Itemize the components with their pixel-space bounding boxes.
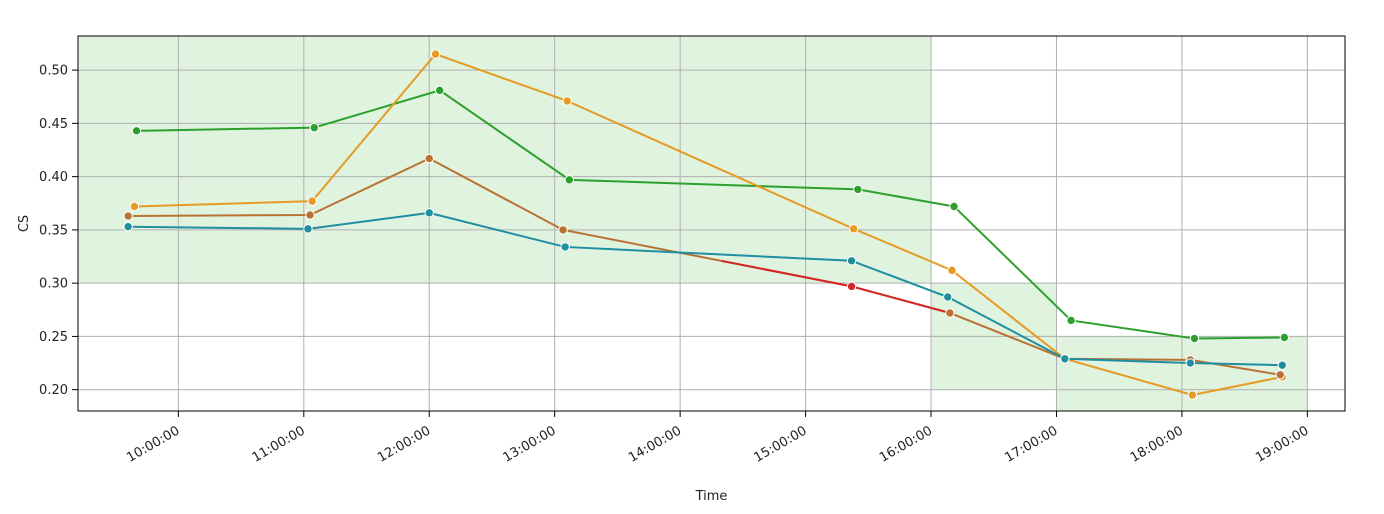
y-axis-label: CS: [17, 215, 32, 232]
series-1-point: [129, 201, 140, 212]
y-tick-label: 0.30: [39, 277, 68, 292]
series-2-point: [846, 281, 857, 292]
x-tick-label: 15:00:00: [752, 423, 810, 465]
y-axis-ticks: 0.20 0.25 0.30 0.35 0.40 0.45 0.50: [39, 64, 78, 398]
x-tick-label: 14:00:00: [626, 423, 684, 465]
plot-frame: [77, 35, 1346, 412]
series-0-point: [853, 184, 863, 195]
x-tick-label: 18:00:00: [1128, 423, 1186, 465]
y-tick-label: 0.45: [39, 117, 68, 132]
y-tick-label: 0.25: [39, 330, 68, 345]
series-1-point: [562, 96, 572, 106]
series-2-point: [123, 211, 133, 221]
series-1-point: [848, 224, 859, 234]
series-0-point: [131, 126, 142, 136]
series-1-point: [1187, 390, 1198, 400]
x-tick-label: 13:00:00: [501, 423, 559, 465]
series-0-point: [564, 175, 575, 185]
series-0-point: [1189, 333, 1200, 344]
series-0-point: [1279, 332, 1290, 343]
series-0-point: [309, 122, 319, 133]
series-3-point: [560, 242, 570, 252]
series-3-point: [123, 221, 133, 232]
y-tick-label: 0.35: [39, 223, 68, 238]
x-axis-ticks: 10:00:00 11:00:00 12:00:00 13:00:00 14:00:00…: [124, 411, 1311, 466]
shaded-region-0: [78, 36, 932, 284]
series-2-point: [424, 153, 434, 164]
series-markers: [123, 49, 1290, 400]
x-axis-label: Time: [695, 489, 728, 504]
series-3-point: [1185, 358, 1195, 368]
series-2-point: [305, 210, 315, 220]
y-tick-label: 0.20: [39, 383, 68, 398]
x-tick-label: 16:00:00: [877, 423, 935, 465]
series-line-2-highlight: [851, 285, 951, 314]
y-tick-label: 0.40: [39, 170, 68, 185]
series-1-point: [947, 265, 957, 276]
series-3-point: [303, 224, 313, 234]
series-1-point: [307, 196, 317, 206]
series-1-point: [430, 49, 441, 59]
x-tick-label: 10:00:00: [124, 423, 182, 465]
shaded-regions: [78, 36, 1308, 411]
x-tick-label: 12:00:00: [375, 423, 433, 465]
series-0-point: [1066, 315, 1076, 326]
series-3-point: [424, 208, 434, 218]
series-2-point: [1275, 370, 1285, 380]
x-tick-label: 19:00:00: [1253, 423, 1311, 465]
series-3-point: [1277, 360, 1287, 370]
x-tick-label: 11:00:00: [250, 423, 308, 465]
y-tick-label: 0.50: [39, 64, 68, 79]
series-0-point: [949, 201, 959, 212]
series-3-point: [1060, 354, 1070, 364]
series-line-2-highlight: [721, 259, 852, 288]
series-0-point: [435, 85, 445, 96]
series-3-point: [846, 256, 857, 266]
x-tick-label: 17:00:00: [1002, 423, 1060, 465]
series-2-point: [558, 225, 568, 235]
series-3-point: [943, 292, 953, 302]
grid-lines: [78, 36, 1345, 411]
series-2-point: [945, 308, 955, 318]
